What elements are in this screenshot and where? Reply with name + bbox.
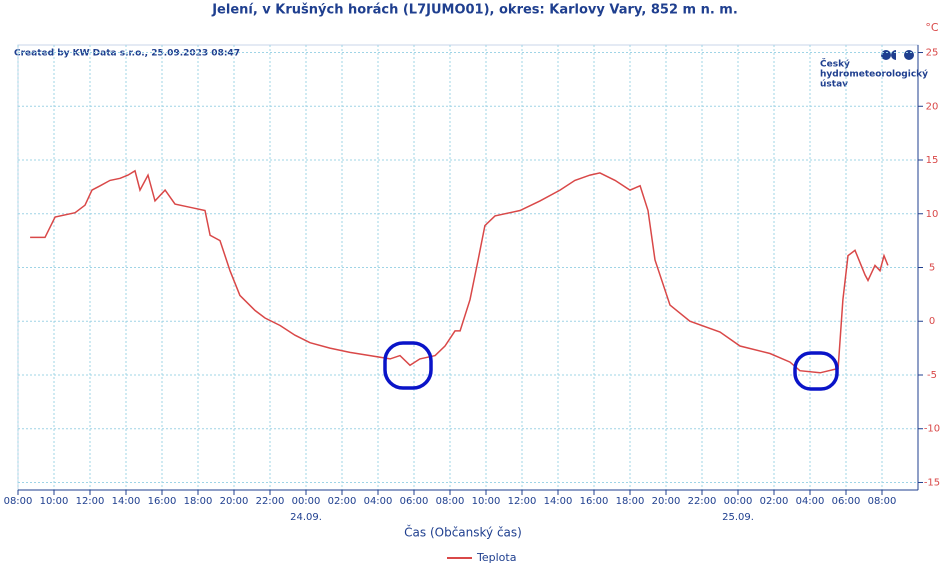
y-tick-label: -10 [924,424,940,435]
y-tick-label: 0 [929,316,935,327]
x-tick-label: 04:00 [796,496,825,507]
y-tick-label: 10 [926,209,939,220]
chart-title: Jelení, v Krušných horách (L7JUMO01), ok… [211,3,738,18]
date-label: 25.09. [722,512,754,523]
y-unit: °C [925,21,939,34]
x-tick-label: 18:00 [616,496,645,507]
highlight [793,351,839,391]
x-tick-label: 10:00 [40,496,69,507]
x-tick-label: 22:00 [688,496,717,507]
y-tick-label: 25 [926,48,939,59]
x-tick-label: 14:00 [544,496,573,507]
logo: Český hydrometeorologický ústav [820,50,928,90]
x-axis-title: Čas (Občanský čas) [404,525,522,540]
x-tick-label: 22:00 [256,496,285,507]
x-tick-label: 20:00 [652,496,681,507]
x-tick-label: 20:00 [220,496,249,507]
x-tick-label: 10:00 [472,496,501,507]
x-tick-label: 04:00 [364,496,393,507]
x-tick-label: 02:00 [760,496,789,507]
logo-text: Český [820,58,850,70]
y-tick-label: 20 [926,101,939,112]
x-tick-label: 06:00 [400,496,429,507]
logo-dot [904,50,914,60]
x-tick-label: 00:00 [292,496,321,507]
series-line [30,169,889,374]
y-tick-label: -5 [927,370,937,381]
x-tick-label: 12:00 [508,496,537,507]
x-tick-label: 12:00 [76,496,105,507]
x-tick-label: 16:00 [148,496,177,507]
x-tick-label: 16:00 [580,496,609,507]
date-label: 24.09. [290,512,322,523]
logo-text: ústav [820,80,848,90]
logo-dot [891,50,896,60]
x-tick-label: 02:00 [328,496,357,507]
highlight [383,341,433,390]
x-tick-label: 08:00 [4,496,33,507]
y-tick-label: 15 [926,155,939,166]
x-tick-label: 14:00 [112,496,141,507]
created-by: Created by KW Data s.r.o., 25.09.2023 08… [14,49,240,59]
x-tick-label: 08:00 [436,496,465,507]
x-tick-label: 06:00 [832,496,861,507]
logo-text: hydrometeorologický [820,70,928,80]
x-tick-label: 00:00 [724,496,753,507]
y-tick-label: -15 [924,477,940,488]
x-tick-label: 18:00 [184,496,213,507]
legend-label: Teplota [476,551,516,564]
y-tick-label: 5 [929,263,935,274]
x-tick-label: 08:00 [868,496,897,507]
